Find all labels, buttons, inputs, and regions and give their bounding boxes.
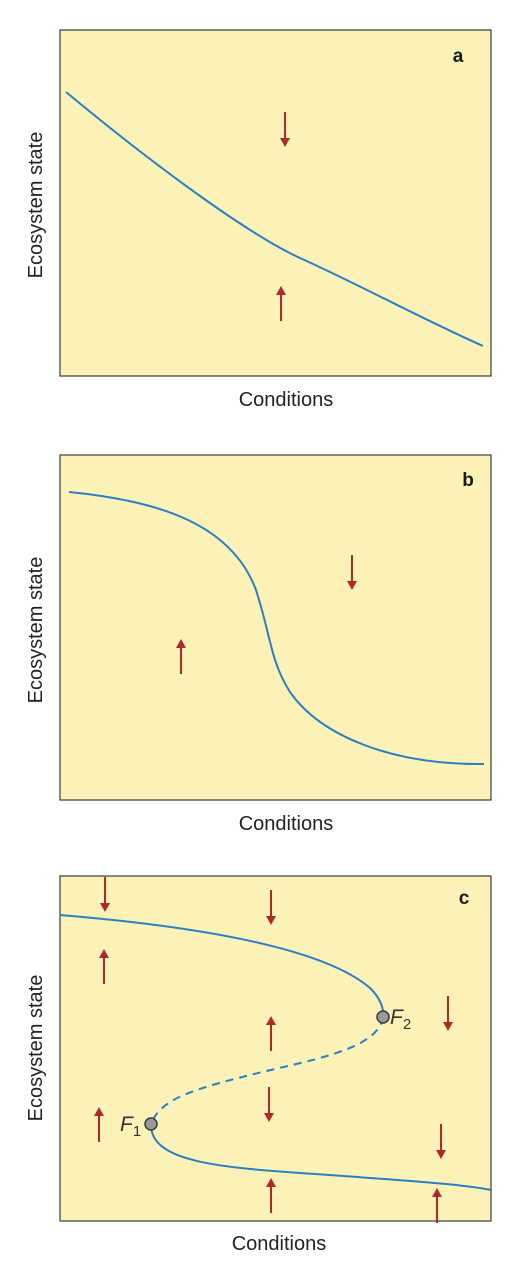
panel-a-curve [65, 91, 484, 347]
panel-b-background [59, 454, 492, 801]
panel-c-letter: c [459, 888, 470, 909]
panel-c-fold-point-f2 [376, 1010, 390, 1024]
panel-c-background [59, 875, 492, 1222]
panel-c-unstable-branch [150, 1016, 384, 1125]
panel-c-ylabel: Ecosystem state [25, 975, 47, 1122]
panel-c-upper-stable-branch [59, 914, 385, 1018]
panel-b-letter: b [462, 470, 474, 491]
panel-a-ylabel: Ecosystem state [25, 132, 47, 279]
panel-a-background [59, 29, 492, 377]
panel-c-fold-point-f1 [144, 1117, 158, 1131]
panel-b-xlabel: Conditions [239, 813, 334, 835]
panel-b: b Conditions Ecosystem state [25, 454, 492, 835]
panel-c-fold-label-f2: F2 [390, 1006, 411, 1033]
panel-a-letter: a [453, 46, 464, 67]
panel-c-fold-label-f1: F1 [120, 1113, 141, 1140]
panel-a: a Conditions Ecosystem state [25, 29, 492, 411]
panel-c-lower-stable-branch [149, 1123, 492, 1191]
panel-b-curve [68, 491, 485, 766]
panel-b-ylabel: Ecosystem state [25, 557, 47, 704]
panel-c: F2 F1 c Conditions Ecosystem state [25, 875, 492, 1255]
panel-c-xlabel: Conditions [232, 1233, 327, 1255]
panel-a-xlabel: Conditions [239, 389, 334, 411]
